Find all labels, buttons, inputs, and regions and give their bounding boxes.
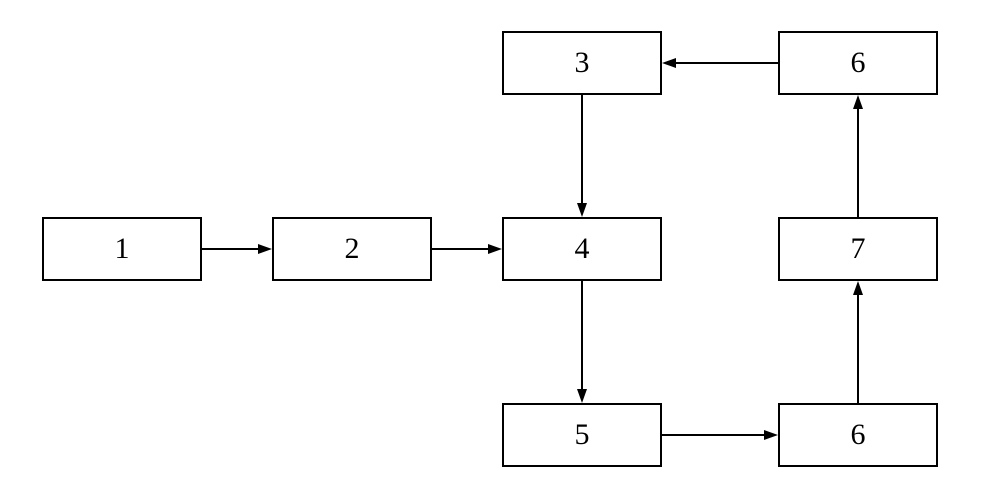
edge-arrowhead bbox=[488, 244, 502, 254]
node-n6b: 6 bbox=[778, 403, 938, 467]
node-label: 1 bbox=[115, 234, 130, 264]
edge-arrowhead bbox=[853, 281, 863, 295]
node-n6a: 6 bbox=[778, 31, 938, 95]
node-label: 3 bbox=[575, 48, 590, 78]
node-n7: 7 bbox=[778, 217, 938, 281]
edge-arrowhead bbox=[764, 430, 778, 440]
node-n4: 4 bbox=[502, 217, 662, 281]
node-n1: 1 bbox=[42, 217, 202, 281]
node-label: 5 bbox=[575, 420, 590, 450]
node-label: 7 bbox=[851, 234, 866, 264]
node-n3: 3 bbox=[502, 31, 662, 95]
edge-arrowhead bbox=[577, 389, 587, 403]
edge-arrowhead bbox=[853, 95, 863, 109]
node-label: 6 bbox=[851, 420, 866, 450]
edge-arrowhead bbox=[577, 203, 587, 217]
node-n5: 5 bbox=[502, 403, 662, 467]
edge-arrowhead bbox=[662, 58, 676, 68]
node-label: 6 bbox=[851, 48, 866, 78]
node-label: 4 bbox=[575, 234, 590, 264]
node-label: 2 bbox=[345, 234, 360, 264]
node-n2: 2 bbox=[272, 217, 432, 281]
edge-arrowhead bbox=[258, 244, 272, 254]
